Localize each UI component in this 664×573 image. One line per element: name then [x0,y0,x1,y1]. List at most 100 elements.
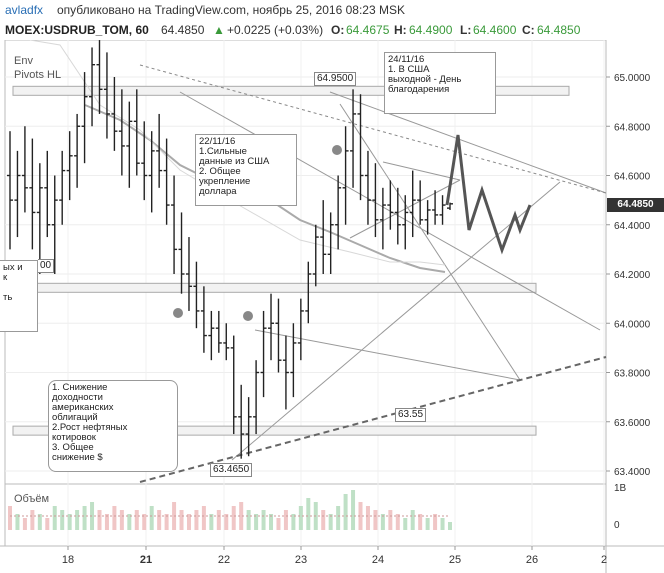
volume-bar [410,510,415,530]
price-tick-label: 65.0000 [614,73,651,84]
volume-tick-label: 0 [614,520,620,531]
volume-bar [328,514,333,530]
volume-bar [104,514,109,530]
volume-bar [321,510,326,530]
volume-bar [418,514,423,530]
volume-bar [403,518,408,530]
volume-bar [306,498,311,530]
trend-line [329,91,607,194]
price-change: +0.0225 (+0.03%) [227,23,324,37]
time-tick-label: 24 [372,554,384,566]
low-value: 64.4600 [473,23,517,37]
volume-bar [37,514,42,530]
pivot-band [12,85,570,96]
volume-bar [67,514,72,530]
volume-bar [388,510,393,530]
volume-bar [224,514,229,530]
close-value: 64.4850 [537,23,581,37]
time-tick-label: 21 [140,554,152,566]
high-value: 64.4900 [409,23,453,37]
high-label: H: [394,23,407,37]
symbol-name[interactable]: MOEX:USDRUB_TOM, 60 [5,23,149,37]
volume-bar [82,506,87,530]
volume-bar [269,514,274,530]
event-marker [243,311,253,321]
low-label: L: [460,23,472,37]
volume-bar [380,514,385,530]
volume-bar [231,506,236,530]
last-price: 64.4850 [161,23,205,37]
label-level: 63.55 [395,408,427,422]
author-link[interactable]: avladfx [5,3,44,17]
event-marker [173,308,183,318]
volume-bar [254,514,259,530]
volume-bar [343,494,348,530]
volume-bar [276,518,281,530]
volume-bar [246,510,251,530]
volume-bar [97,510,102,530]
volume-bar [157,510,162,530]
trend-line [231,181,561,461]
volume-bar [448,522,452,530]
volume-bar [112,506,117,530]
time-tick-label: 2 [601,554,607,566]
label-high: 64.9500 [314,72,357,86]
label-partial: 00 [38,259,55,273]
volume-bar [351,490,356,530]
price-tick-label: 63.8000 [614,369,651,380]
annotation-yields[interactable]: 1. Снижение доходности американских обли… [48,380,178,472]
trend-line [254,329,521,381]
volume-bar [425,518,430,530]
trend-line [382,161,461,181]
open-label: O: [331,23,345,37]
volume-bar [336,506,341,530]
volume-bar [216,510,221,530]
volume-bar [22,518,27,530]
dotted-channel [139,64,607,194]
volume-bar [201,506,206,530]
volume-bar [298,506,303,530]
price-tick-label: 64.2000 [614,270,651,281]
volume-bar [194,510,199,530]
volume-bar [30,510,35,530]
time-tick-label: 22 [218,554,230,566]
current-price-tag: 64.4850 [607,198,664,212]
volume-bar [179,510,184,530]
indicator-pivots[interactable]: Pivots HL [14,69,62,81]
volume-bar [365,506,370,530]
annotation-thanksgiving[interactable]: 24/11/16 1. В США выходной - День благод… [384,52,496,114]
volume-bar [291,514,296,530]
volume-bar [261,510,266,530]
annotation-partial[interactable]: ых и к ть [0,260,38,332]
dashed-support [139,356,607,483]
volume-bar [395,514,400,530]
volume-bar [358,502,363,530]
volume-bar [164,514,169,530]
symbol-bar: MOEX:USDRUB_TOM, 60 64.4850 ▲ +0.0225 (+… [0,20,664,40]
volume-bar [239,502,244,530]
price-tick-label: 64.6000 [614,172,651,183]
indicator-env[interactable]: Env [14,55,33,67]
volume-title: Объём [14,493,50,505]
time-tick-label: 18 [62,554,74,566]
time-tick-label: 23 [295,554,307,566]
price-chart[interactable]: 65.0000 64.8000 64.6000 64.4000 64.2000 64.00… [0,40,664,573]
price-tick-label: 64.8000 [614,122,651,133]
volume-bar [15,514,20,530]
volume-bar [127,514,132,530]
price-tick-label: 64.0000 [614,319,651,330]
close-label: C: [522,23,535,37]
annotation-strong-data[interactable]: 22/11/16 1.Сильные данные из США 2. Обще… [195,134,297,206]
time-tick-label: 26 [526,554,538,566]
price-tick-label: 64.4000 [614,221,651,232]
trend-line [339,103,521,381]
volume-bar [433,514,438,530]
volume-bar [52,506,57,530]
pivot-band [12,425,537,436]
volume-bar [209,514,214,530]
open-value: 64.4675 [346,23,390,37]
volume-bar [283,510,288,530]
volume-bar [142,514,147,530]
price-tick-label: 63.6000 [614,418,651,429]
volume-bar [75,510,80,530]
